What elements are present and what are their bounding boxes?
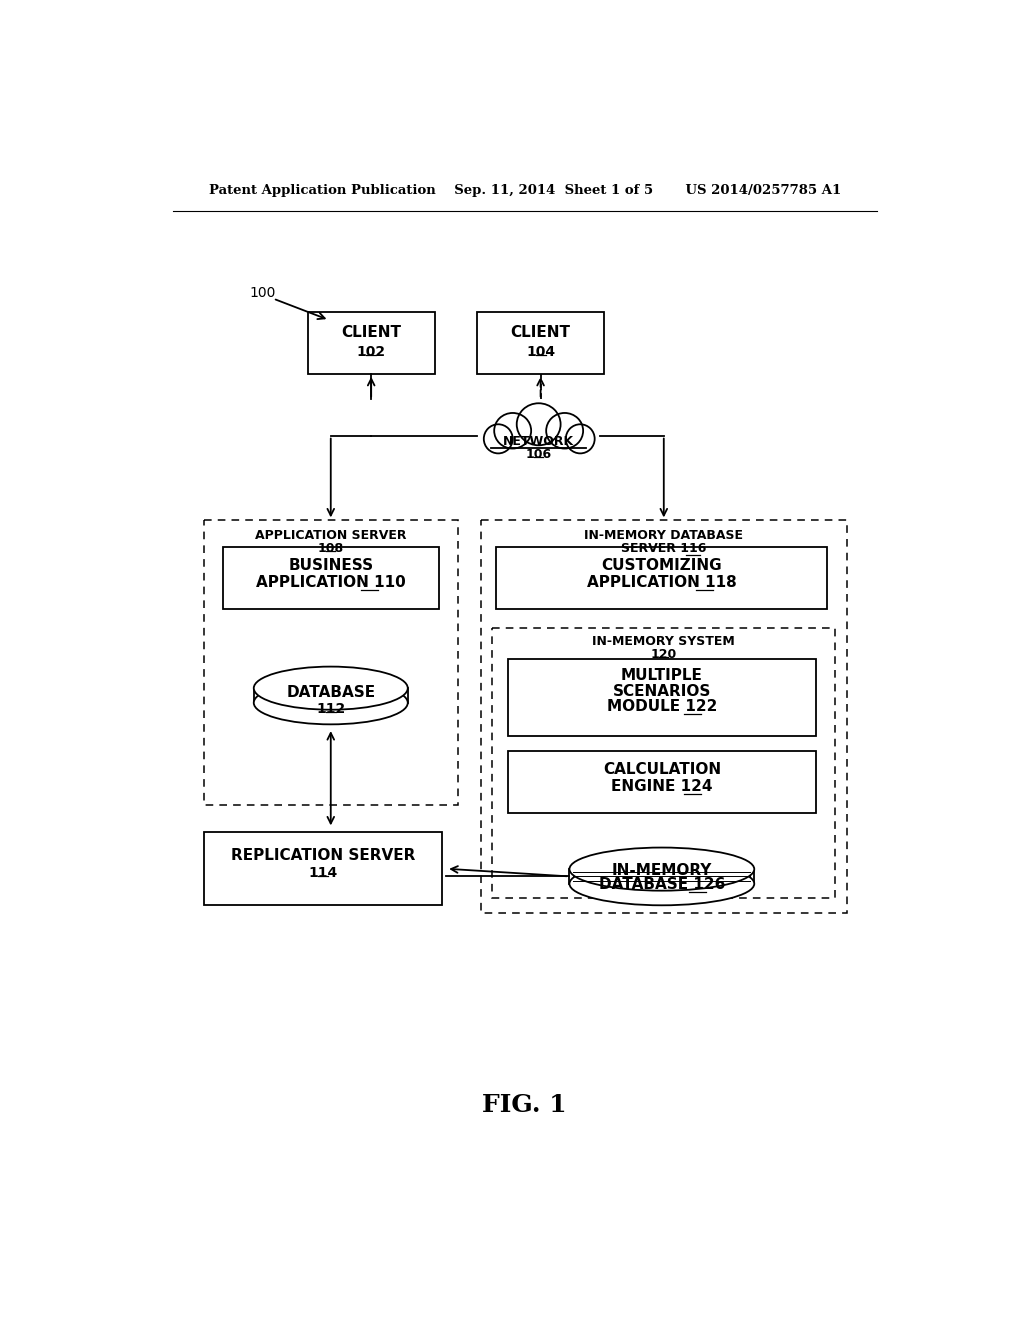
Text: 120: 120 (650, 648, 677, 661)
Text: 104: 104 (526, 345, 555, 359)
Ellipse shape (495, 413, 531, 449)
Text: CLIENT: CLIENT (341, 325, 401, 341)
Text: CALCULATION: CALCULATION (603, 762, 721, 777)
Text: ENGINE 124: ENGINE 124 (611, 779, 713, 795)
Text: CLIENT: CLIENT (511, 325, 570, 341)
Text: FIG. 1: FIG. 1 (482, 1093, 567, 1118)
Bar (223, 548, 438, 609)
Text: MODULE 122: MODULE 122 (606, 700, 717, 714)
Bar (481, 520, 847, 913)
Text: 112: 112 (316, 702, 345, 715)
Ellipse shape (566, 424, 595, 453)
Text: NETWORK: NETWORK (503, 436, 574, 449)
Text: REPLICATION SERVER: REPLICATION SERVER (230, 847, 416, 863)
Ellipse shape (569, 847, 755, 891)
Ellipse shape (569, 862, 755, 906)
Bar (477, 313, 604, 374)
Text: IN-MEMORY: IN-MEMORY (611, 863, 712, 878)
Text: 100: 100 (250, 286, 276, 300)
Bar (569, 869, 755, 884)
Text: DATABASE: DATABASE (286, 685, 376, 700)
Text: 108: 108 (317, 543, 344, 554)
Text: APPLICATION 110: APPLICATION 110 (256, 576, 406, 590)
Text: APPLICATION 118: APPLICATION 118 (587, 576, 736, 590)
Bar (204, 832, 442, 906)
Text: DATABASE 126: DATABASE 126 (599, 878, 725, 892)
Ellipse shape (254, 667, 408, 710)
Ellipse shape (483, 424, 513, 453)
Text: 102: 102 (356, 345, 386, 359)
Text: 114: 114 (308, 866, 338, 880)
Text: 106: 106 (525, 447, 552, 461)
Bar (508, 659, 816, 737)
Bar (307, 313, 435, 374)
Ellipse shape (546, 413, 583, 449)
Bar (508, 751, 816, 813)
Ellipse shape (517, 404, 560, 445)
Text: SCENARIOS: SCENARIOS (612, 684, 711, 698)
Text: Patent Application Publication    Sep. 11, 2014  Sheet 1 of 5       US 2014/0257: Patent Application Publication Sep. 11, … (209, 185, 841, 197)
Text: APPLICATION SERVER: APPLICATION SERVER (255, 529, 407, 543)
Text: CUSTOMIZING: CUSTOMIZING (601, 558, 722, 573)
Text: IN-MEMORY SYSTEM: IN-MEMORY SYSTEM (593, 635, 735, 648)
Bar (493, 628, 836, 898)
Bar (204, 520, 458, 805)
Text: BUSINESS: BUSINESS (288, 558, 374, 573)
Ellipse shape (481, 422, 596, 462)
Ellipse shape (254, 681, 408, 725)
Text: SERVER 116: SERVER 116 (622, 541, 707, 554)
Text: MULTIPLE: MULTIPLE (621, 668, 702, 684)
Text: IN-MEMORY DATABASE: IN-MEMORY DATABASE (585, 529, 743, 543)
Bar (497, 548, 827, 609)
Bar (254, 688, 408, 702)
